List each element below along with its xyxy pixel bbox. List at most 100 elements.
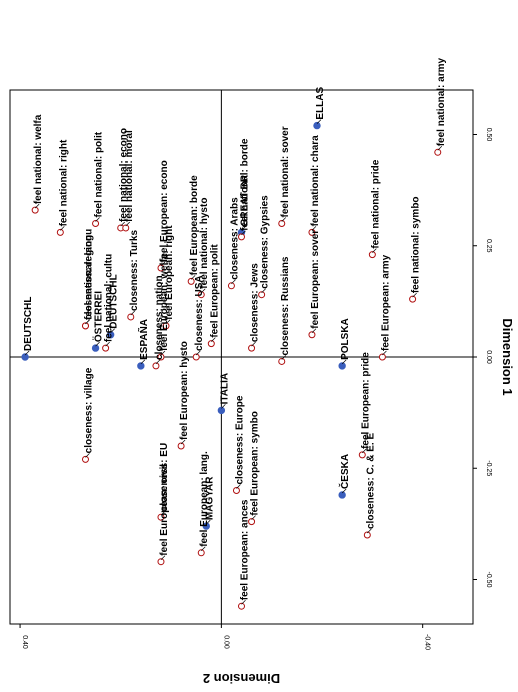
label-leader bbox=[206, 519, 211, 525]
point-label: feel European: sover bbox=[310, 230, 321, 329]
item-point bbox=[358, 451, 366, 459]
item-point bbox=[278, 220, 286, 227]
item-point bbox=[157, 353, 165, 361]
y-tick-label: -0.40 bbox=[424, 634, 431, 650]
item-point bbox=[157, 264, 165, 272]
label-leader bbox=[195, 350, 201, 356]
label-leader bbox=[160, 510, 166, 516]
label-leader bbox=[160, 350, 166, 356]
point-label: ESPAÑA bbox=[137, 319, 150, 360]
label-leader bbox=[200, 288, 206, 293]
item-point bbox=[248, 344, 256, 352]
item-point bbox=[187, 277, 195, 285]
label-leader bbox=[251, 341, 256, 347]
point-label: feel European: econo bbox=[159, 160, 170, 262]
country-point bbox=[202, 522, 210, 530]
point-label: feel European: civil bbox=[159, 464, 170, 556]
point-label: feel national: pride bbox=[370, 159, 381, 248]
point-label: MAGYAR bbox=[204, 476, 215, 520]
label-leader bbox=[281, 355, 287, 360]
label-leader bbox=[165, 319, 171, 325]
label-leader bbox=[190, 275, 196, 280]
item-point bbox=[81, 455, 89, 463]
country-point bbox=[338, 362, 346, 370]
x-tick-label: 0.25 bbox=[485, 239, 492, 253]
item-point bbox=[232, 487, 240, 494]
label-leader bbox=[160, 261, 166, 267]
label-leader bbox=[24, 350, 30, 356]
item-point bbox=[122, 224, 130, 232]
label-leader bbox=[341, 488, 347, 494]
country-point bbox=[217, 406, 226, 415]
item-point bbox=[197, 549, 205, 557]
label-leader bbox=[85, 453, 90, 458]
label-leader bbox=[372, 248, 377, 253]
item-point bbox=[31, 206, 39, 214]
item-point bbox=[278, 357, 286, 365]
label-leader bbox=[95, 217, 100, 222]
point-label: feel national: army bbox=[436, 58, 447, 147]
label-leader bbox=[311, 226, 317, 231]
point-label: feel national: polit bbox=[94, 131, 105, 217]
item-point bbox=[368, 251, 376, 259]
x-tick-label: 0.00 bbox=[485, 350, 492, 364]
item-point bbox=[162, 322, 170, 330]
point-label: feel European: welfa bbox=[159, 253, 170, 351]
country-point bbox=[338, 491, 346, 499]
point-label: feel European: polit bbox=[209, 244, 220, 338]
point-label: closeness: Jews bbox=[250, 263, 261, 342]
point-label: ČESKA bbox=[338, 454, 351, 489]
item-point bbox=[248, 518, 256, 526]
label-leader bbox=[180, 439, 186, 445]
y-tick-label: 0.40 bbox=[21, 635, 28, 649]
point-label: closeness: Gypsies bbox=[260, 195, 271, 289]
point-label: closeness: village bbox=[83, 367, 94, 453]
label-leader bbox=[130, 310, 136, 316]
x-tick-label: -0.25 bbox=[485, 460, 492, 476]
country-point bbox=[91, 344, 100, 352]
point-label: feel national: chara bbox=[310, 135, 321, 227]
point-label: closeness: Europe bbox=[234, 395, 245, 484]
country-point bbox=[106, 331, 115, 339]
point-label: feel European: symbo bbox=[250, 411, 261, 515]
label-leader bbox=[382, 350, 387, 356]
tick-labels: -0.50 -0.25 0.00 0.25 0.50 0.40 0.00 -0.40 bbox=[19, 128, 492, 650]
point-label: ELLAS bbox=[315, 86, 326, 119]
item-point bbox=[409, 295, 417, 303]
point-label: closeness: Russians bbox=[280, 256, 291, 355]
point-label: closeness: nation bbox=[154, 275, 165, 359]
label-leader bbox=[211, 337, 216, 342]
label-leader bbox=[200, 546, 206, 552]
point-label: ITALIA bbox=[219, 373, 230, 404]
item-point bbox=[197, 291, 205, 299]
point-label: feel national: right bbox=[58, 139, 69, 226]
label-leader bbox=[125, 221, 130, 227]
item-point bbox=[363, 531, 371, 539]
point-label: closeness: C. & E. E bbox=[365, 433, 376, 529]
item-point bbox=[378, 353, 386, 361]
item-point bbox=[308, 228, 316, 236]
item-point bbox=[92, 220, 100, 227]
label-leader bbox=[281, 217, 287, 222]
point-label: feel national: hysto bbox=[199, 198, 210, 289]
label-leader bbox=[261, 288, 266, 293]
label-leader bbox=[160, 555, 166, 560]
point-label: feel European: army bbox=[380, 254, 391, 351]
item-point bbox=[192, 353, 200, 361]
label-leader bbox=[437, 146, 443, 151]
point-label: closeness: region bbox=[83, 235, 94, 320]
point-label: feel European: lang. bbox=[199, 451, 210, 547]
country-point bbox=[21, 353, 29, 361]
point-label: feel European: borde bbox=[189, 175, 200, 275]
label-leader bbox=[110, 328, 115, 333]
item-point bbox=[152, 362, 160, 370]
point-label: POLSKA bbox=[340, 318, 351, 360]
item-point bbox=[127, 313, 135, 321]
data-labels: ELLAS GREAT BR DEUTSCHL DEUTSCHL ÖSTERREI ESP… bbox=[23, 58, 447, 605]
x-tick-label: -0.50 bbox=[485, 572, 492, 588]
x-axis-title: Dimension 1 bbox=[500, 318, 515, 395]
item-point bbox=[157, 558, 165, 566]
label-leader bbox=[231, 279, 236, 285]
point-label: closeness: USA bbox=[194, 275, 205, 351]
